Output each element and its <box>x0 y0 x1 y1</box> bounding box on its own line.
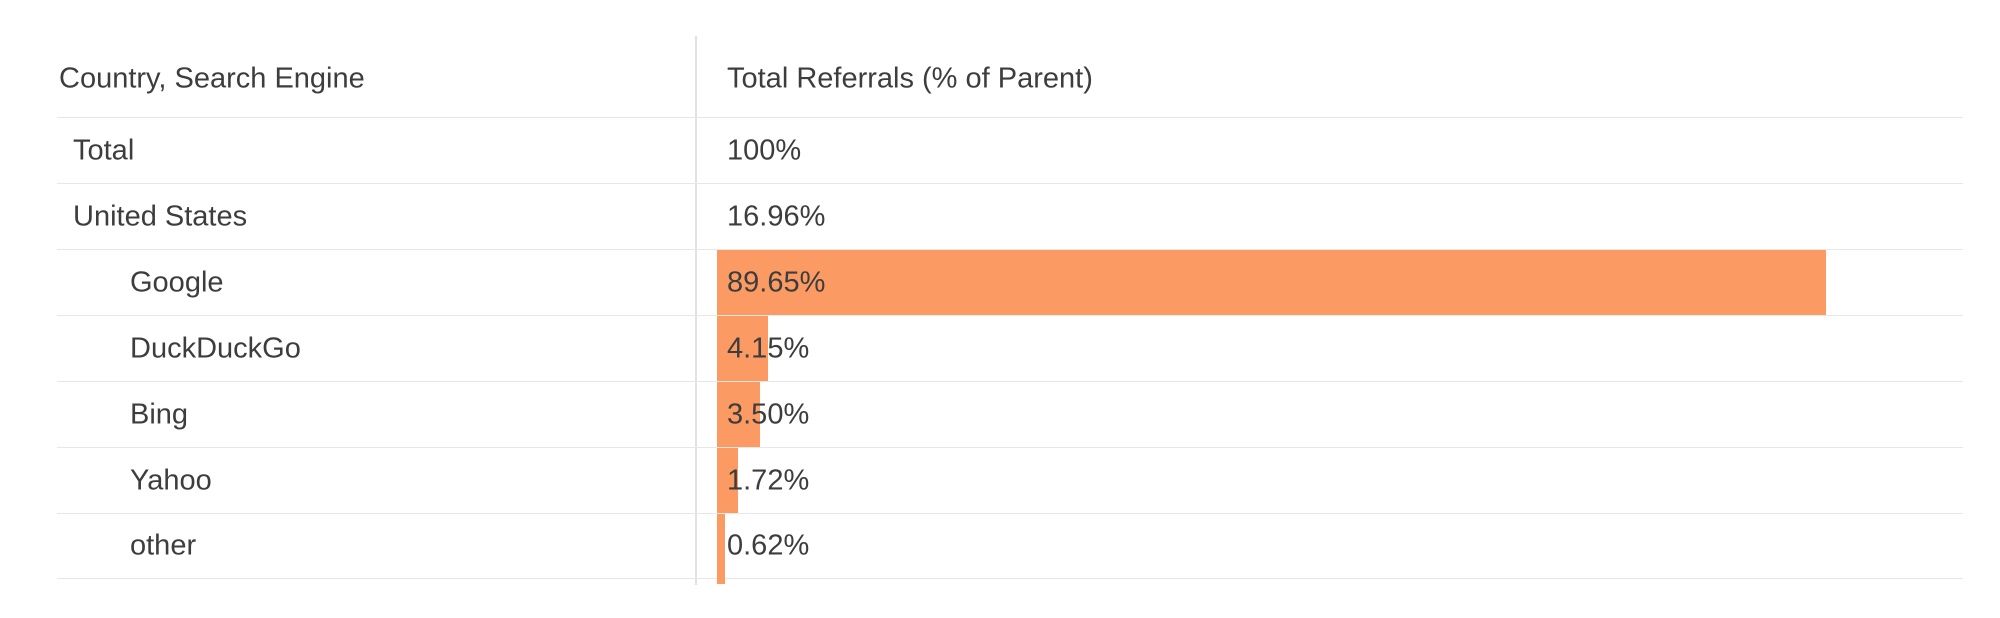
row-bar <box>717 250 1826 315</box>
row-bar <box>717 382 761 447</box>
row-bar <box>717 448 739 513</box>
row-label: United States <box>73 200 248 232</box>
row-label: Google <box>130 266 224 298</box>
row-value: 4.15% <box>727 332 810 364</box>
table-row[interactable]: Total 100% <box>57 117 1963 183</box>
table-body: Total 100% United States 16.96% Google 8… <box>57 117 1963 584</box>
column-header-country-search-engine: Country, Search Engine <box>59 62 365 94</box>
row-label: DuckDuckGo <box>130 332 301 364</box>
row-label: other <box>130 529 197 562</box>
row-value: 0.62% <box>727 529 810 562</box>
row-value: 100% <box>727 134 802 166</box>
column-header-total-referrals: Total Referrals (% of Parent) <box>727 62 1093 94</box>
table-row[interactable]: Google 89.65% <box>57 249 1963 315</box>
row-value: 3.50% <box>727 398 810 430</box>
row-value: 89.65% <box>727 266 826 298</box>
row-label: Total <box>73 134 135 166</box>
row-bar <box>717 514 725 584</box>
table-row[interactable]: United States 16.96% <box>57 183 1963 249</box>
table-row[interactable]: other 0.62% <box>57 513 1963 584</box>
row-value: 16.96% <box>727 200 826 232</box>
table-row[interactable]: DuckDuckGo 4.15% <box>57 315 1963 381</box>
table-row[interactable]: Bing 3.50% <box>57 381 1963 447</box>
column-divider <box>695 36 697 585</box>
referrals-table: Country, Search Engine Total Referrals (… <box>57 40 1963 584</box>
table-header: Country, Search Engine Total Referrals (… <box>57 40 1963 117</box>
table-row[interactable]: Yahoo 1.72% <box>57 447 1963 513</box>
row-label: Yahoo <box>130 464 212 496</box>
row-bar <box>717 316 769 381</box>
row-label: Bing <box>130 398 189 430</box>
row-value: 1.72% <box>727 464 810 496</box>
